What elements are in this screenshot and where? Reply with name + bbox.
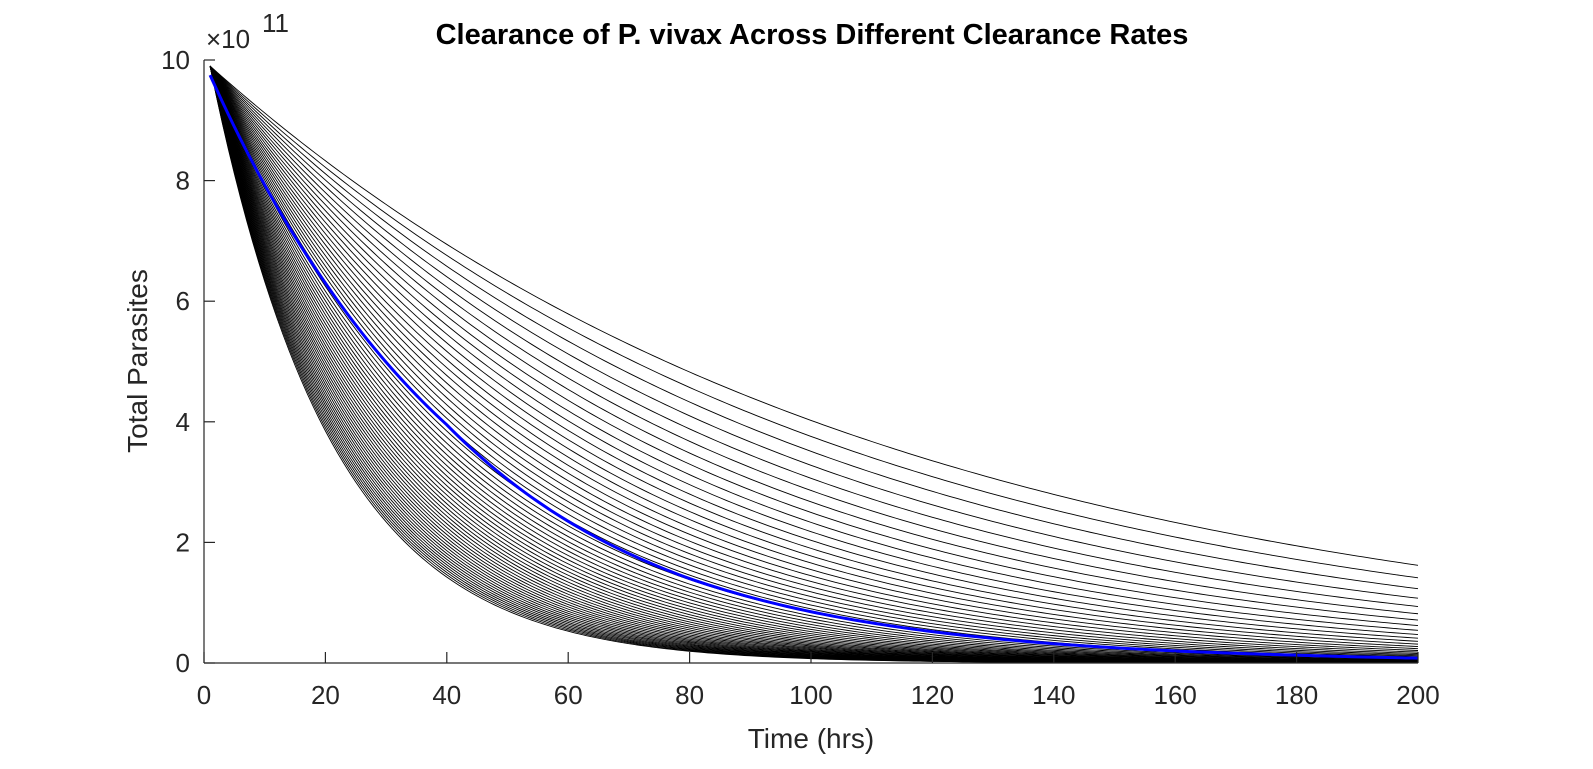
series-line [209,65,1419,664]
series-line [209,65,1419,631]
series-line [209,65,1419,621]
series-line [209,65,1419,627]
x-tick-label: 40 [432,680,461,710]
series-line [209,65,1419,664]
series-line [209,65,1419,650]
y-ticks: 0 2 4 6 8 10 [161,45,215,678]
x-tick-label: 120 [911,680,954,710]
series-line [209,65,1419,639]
series-line [209,65,1418,664]
series-line [209,65,1419,599]
series-line [209,65,1419,664]
series-line [209,65,1419,656]
series-line [209,65,1418,664]
series-line [209,65,1418,664]
series-line [209,65,1419,662]
y-tick-label: 8 [176,166,190,196]
y-tick-label: 0 [176,648,190,678]
x-tick-label: 0 [197,680,211,710]
series-line [209,65,1419,664]
y-tick-label: 2 [176,527,190,557]
series-line [209,65,1419,662]
y-tick-label: 4 [176,407,190,437]
series-line [209,65,1418,664]
series-line [209,65,1418,664]
series-line [209,65,1419,590]
series-line [209,65,1419,661]
highlight-series-line [208,74,1419,660]
plot-area: 0 20 40 60 80 100 120 140 160 180 200 0 2 4 6 8 10 [161,45,1440,710]
x-tick-label: 60 [554,680,583,710]
x-axis-label: Time (hrs) [748,723,875,754]
series-line [209,65,1418,664]
series-line [209,65,1419,645]
series-layer [209,65,1419,664]
x-tick-label: 140 [1032,680,1075,710]
x-tick-label: 20 [311,680,340,710]
series-line [209,65,1419,664]
series-line [209,65,1419,654]
x-tick-label: 160 [1154,680,1197,710]
series-line [209,65,1419,662]
x-tick-label: 200 [1396,680,1439,710]
series-line [209,65,1419,662]
series-line [209,65,1419,660]
chart-title: Clearance of P. vivax Across Different C… [436,19,1189,51]
series-line [209,65,1419,659]
series-line [209,65,1419,664]
series-line [209,65,1419,653]
series-line [209,65,1418,664]
x-ticks: 0 20 40 60 80 100 120 140 160 180 200 [197,652,1440,710]
x-tick-label: 100 [789,680,832,710]
series-line [209,65,1419,660]
series-line [209,65,1418,664]
series-line [209,65,1418,664]
y-exponent-base: ×10 [206,24,250,54]
x-tick-label: 80 [675,680,704,710]
series-line [209,65,1419,635]
highlight-layer [208,74,1419,660]
series-line [209,65,1419,615]
y-exponent-label: ×10 11 [206,8,289,54]
series-line [209,65,1418,664]
series-line [209,65,1419,642]
series-line [209,65,1419,651]
series-line [209,65,1419,658]
series-line [209,65,1419,661]
series-line [209,65,1419,566]
series-line [209,65,1418,664]
series-line [209,65,1419,657]
y-tick-label: 6 [176,286,190,316]
series-line [209,65,1418,664]
series-line [209,65,1419,664]
x-tick-label: 180 [1275,680,1318,710]
series-line [209,65,1419,607]
y-axis-label: Total Parasites [122,269,153,453]
y-tick-label: 10 [161,45,190,75]
y-exponent-power: 11 [262,8,289,38]
series-line [209,65,1418,664]
series-line [209,65,1419,579]
series-line [209,65,1419,647]
